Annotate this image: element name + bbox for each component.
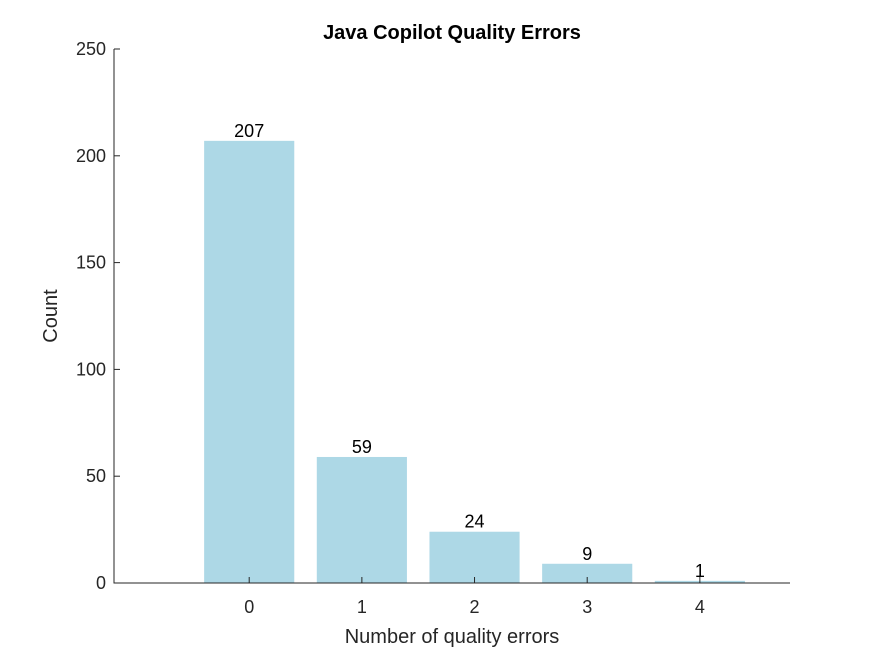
plot-area: 207 59 24 9 1 0 50 100 150 200 250 0 1 2 3 4 bbox=[76, 39, 790, 617]
bar-2 bbox=[429, 531, 520, 583]
data-label-1: 59 bbox=[352, 437, 372, 457]
data-label-4: 1 bbox=[695, 561, 705, 581]
y-tick-label-50: 50 bbox=[86, 466, 106, 486]
bars-group bbox=[204, 140, 745, 583]
bar-1 bbox=[316, 456, 407, 583]
x-axis-ticks: 0 1 2 3 4 bbox=[244, 577, 705, 617]
x-tick-label-2: 2 bbox=[470, 597, 480, 617]
data-label-2: 24 bbox=[465, 512, 485, 532]
y-tick-label-150: 150 bbox=[76, 253, 106, 273]
data-label-0: 207 bbox=[234, 121, 264, 141]
y-axis-label: Count bbox=[40, 289, 62, 343]
y-axis-ticks: 0 50 100 150 200 250 bbox=[76, 39, 120, 593]
bar-3 bbox=[542, 563, 633, 583]
y-tick-label-100: 100 bbox=[76, 359, 106, 379]
data-label-3: 9 bbox=[582, 544, 592, 564]
x-tick-label-4: 4 bbox=[695, 597, 705, 617]
data-labels-group: 207 59 24 9 1 bbox=[234, 121, 705, 581]
x-tick-label-0: 0 bbox=[244, 597, 254, 617]
chart-title: Java Copilot Quality Errors bbox=[323, 22, 581, 44]
x-tick-label-1: 1 bbox=[357, 597, 367, 617]
y-tick-label-200: 200 bbox=[76, 146, 106, 166]
x-axis-label: Number of quality errors bbox=[345, 626, 560, 648]
bar-0 bbox=[204, 140, 295, 583]
x-tick-label-3: 3 bbox=[582, 597, 592, 617]
y-tick-label-250: 250 bbox=[76, 39, 106, 59]
y-tick-label-0: 0 bbox=[96, 573, 106, 593]
